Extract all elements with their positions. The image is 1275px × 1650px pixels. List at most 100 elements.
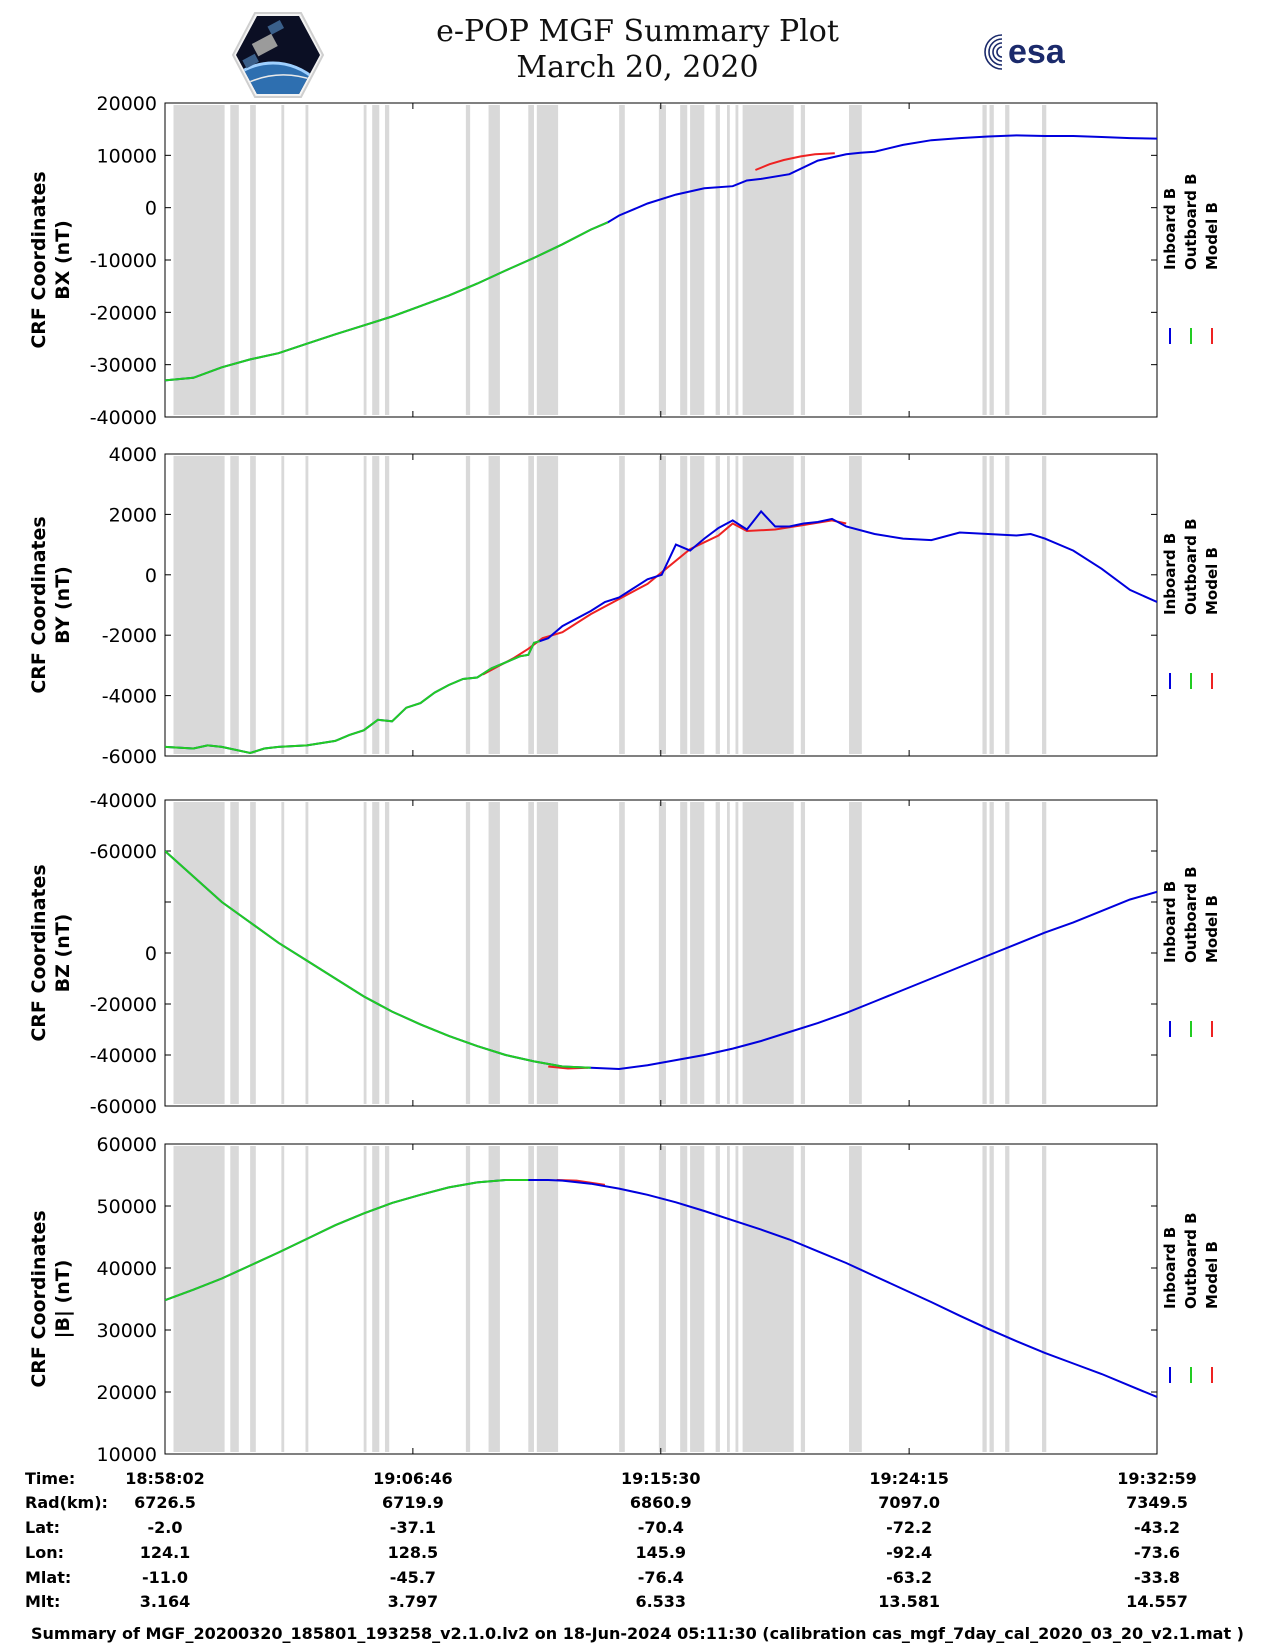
data-gap-band — [658, 456, 666, 754]
data-gap-band — [173, 802, 225, 1104]
data-gap-band — [465, 802, 471, 1104]
data-gap-band — [250, 1146, 256, 1452]
y-tick-label: 20000 — [97, 93, 157, 115]
y-tick-label: -6000 — [102, 746, 157, 768]
data-gap-band — [465, 1146, 471, 1452]
data-gap-band — [1042, 456, 1047, 754]
data-gap-band — [800, 105, 806, 415]
table-cell: 6860.9 — [630, 1493, 692, 1512]
legend-label: Inboard B — [1161, 1227, 1179, 1309]
data-gap-band — [230, 1146, 239, 1452]
plot-title: e-POP MGF Summary Plot — [436, 14, 839, 49]
model-b-line — [482, 519, 847, 676]
plot-date: March 20, 2020 — [516, 50, 759, 85]
y-tick-label: 10000 — [97, 1444, 157, 1466]
data-gap-band — [173, 456, 225, 754]
data-gap-band — [726, 1146, 730, 1452]
y-tick-label: -20000 — [90, 994, 157, 1016]
data-gap-band — [250, 456, 256, 754]
data-gap-band — [982, 456, 987, 754]
model-b-line — [755, 152, 835, 171]
data-gap-band — [680, 1146, 688, 1452]
data-gap-band — [363, 105, 367, 415]
data-gap-band — [536, 456, 559, 754]
data-gap-band — [989, 105, 994, 415]
data-gap-band — [230, 802, 239, 1104]
y-tick-label: 20000 — [97, 1382, 157, 1404]
table-cell: 6.533 — [635, 1592, 686, 1611]
data-gap-band — [742, 802, 794, 1104]
table-cell: -63.2 — [886, 1568, 932, 1587]
data-gap-band — [281, 105, 285, 415]
table-cell: 19:32:59 — [1117, 1469, 1197, 1488]
data-gap-band — [982, 1146, 987, 1452]
y-tick-label: 40000 — [97, 1258, 157, 1280]
table-cell: -11.0 — [142, 1568, 188, 1587]
data-gap-band — [305, 456, 309, 754]
data-gap-band — [800, 1146, 806, 1452]
data-gap-band — [488, 802, 500, 1104]
table-cell: 124.1 — [140, 1543, 191, 1562]
data-gap-band — [281, 1146, 285, 1452]
y-axis-label: CRF Coordinates BZ (nT) — [28, 864, 74, 1041]
data-gap-band — [690, 802, 705, 1104]
data-gap-band — [619, 1146, 625, 1452]
data-gap-band — [849, 802, 862, 1104]
panel-0: 20000 10000 0 -10000 -20000 -30000 -40000 CRF C… — [28, 93, 1221, 429]
data-gap-band — [742, 1146, 794, 1452]
legend-label: Inboard B — [1161, 881, 1179, 963]
panel-2: -40000 -60000 0 -20000 -40000 -60000 CRF Coord… — [28, 790, 1221, 1118]
data-gap-band — [680, 105, 688, 415]
y-tick-label: 50000 — [97, 1196, 157, 1218]
data-gap-band — [1005, 456, 1010, 754]
legend-label: Model B — [1203, 202, 1221, 270]
data-gap-band — [989, 456, 994, 754]
y-tick-label: -40000 — [90, 1045, 157, 1067]
table-cell: -92.4 — [886, 1543, 932, 1562]
data-gap-band — [230, 105, 239, 415]
table-row-label: Rad(km): — [25, 1493, 108, 1512]
data-gap-band — [735, 456, 739, 754]
data-gap-band — [982, 105, 987, 415]
data-gap-band — [800, 456, 806, 754]
y-tick-label: -60000 — [90, 841, 157, 863]
data-gap-band — [849, 105, 862, 415]
legend-label: Inboard B — [1161, 188, 1179, 270]
data-gap-band — [1042, 105, 1047, 415]
table-cell: 7349.5 — [1126, 1493, 1188, 1512]
data-gap-band — [735, 1146, 739, 1452]
data-gap-band — [372, 456, 380, 754]
table-cell: -33.8 — [1134, 1568, 1180, 1587]
table-row-label: Lat: — [25, 1518, 60, 1537]
table-cell: 128.5 — [388, 1543, 439, 1562]
data-gap-band — [726, 802, 730, 1104]
data-gap-band — [658, 802, 666, 1104]
legend: Inboard B Outboard B Model B — [1161, 866, 1221, 1037]
data-gap-band — [726, 456, 730, 754]
table-row-label: Lon: — [25, 1543, 64, 1562]
table-cell: 19:06:46 — [373, 1469, 453, 1488]
data-gap-band — [849, 1146, 862, 1452]
y-axis-label: CRF Coordinates BX (nT) — [28, 171, 74, 348]
esa-logo-text: esa — [1008, 33, 1066, 71]
table-cell: -2.0 — [148, 1518, 183, 1537]
data-gap-band — [619, 456, 625, 754]
table-cell: 3.797 — [388, 1592, 439, 1611]
y-tick-label: 10000 — [97, 145, 157, 167]
data-gap-band — [742, 105, 794, 415]
data-gap-band — [690, 456, 705, 754]
table-cell: 6719.9 — [382, 1493, 444, 1512]
data-gap-band — [250, 802, 256, 1104]
y-tick-label: 4000 — [109, 444, 157, 466]
y-tick-label: -10000 — [90, 250, 157, 272]
data-gap-band — [849, 456, 862, 754]
data-gap-band — [1042, 1146, 1047, 1452]
data-gap-band — [800, 802, 806, 1104]
data-gap-band — [305, 105, 309, 415]
data-gap-band — [1042, 802, 1047, 1104]
table-cell: -70.4 — [638, 1518, 684, 1537]
y-tick-label: -30000 — [90, 355, 157, 377]
y-tick-label: -40000 — [90, 407, 157, 429]
table-cell: 18:58:02 — [125, 1469, 205, 1488]
data-gap-band — [528, 802, 534, 1104]
